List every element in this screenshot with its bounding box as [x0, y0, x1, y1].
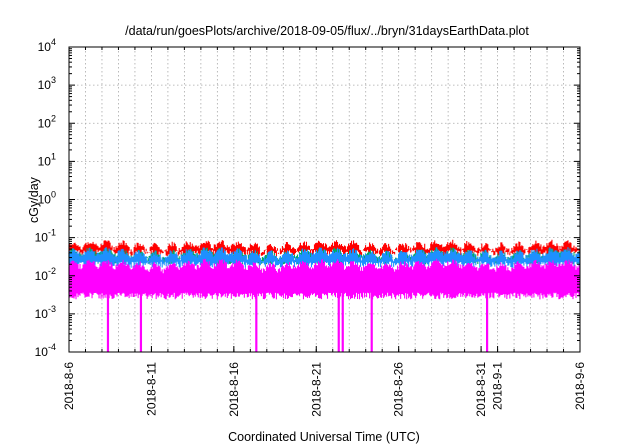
x-tick-label: 2018-8-21 — [309, 362, 323, 417]
x-tick-label: 2018-8-16 — [227, 362, 241, 417]
y-tick-label: 10-3 — [35, 304, 56, 321]
y-tick-label: 10-4 — [35, 342, 56, 359]
y-tick-label: 10-2 — [35, 266, 56, 283]
y-tick-label: 103 — [38, 75, 56, 92]
x-tick-label: 2018-9-6 — [573, 362, 587, 410]
y-tick-label: 10-1 — [35, 228, 56, 245]
y-tick-label: 102 — [38, 113, 56, 130]
x-tick-label: 2018-8-26 — [392, 362, 406, 417]
x-tick-label: 2018-8-31 — [474, 362, 488, 417]
chart-title: /data/run/goesPlots/archive/2018-09-05/f… — [125, 24, 529, 38]
data-series — [68, 239, 580, 352]
x-tick-label: 2018-8-11 — [144, 362, 158, 416]
y-tick-label: 101 — [38, 151, 56, 168]
y-tick-label: 100 — [38, 190, 56, 207]
x-tick-label: 2018-8-6 — [62, 362, 76, 410]
x-tick-label: 2018-9-1 — [491, 362, 505, 410]
y-axis-label: cGy/day — [27, 176, 41, 223]
plot-frame — [68, 46, 581, 353]
axis-ticks: 10-4 10-3 10-2 10-1 100 101 102 103 104 2018-8-6 2… — [35, 37, 587, 417]
y-tick-label: 104 — [38, 37, 56, 54]
x-axis-label: Coordinated Universal Time (UTC) — [228, 430, 420, 444]
grid-lines — [69, 47, 580, 352]
